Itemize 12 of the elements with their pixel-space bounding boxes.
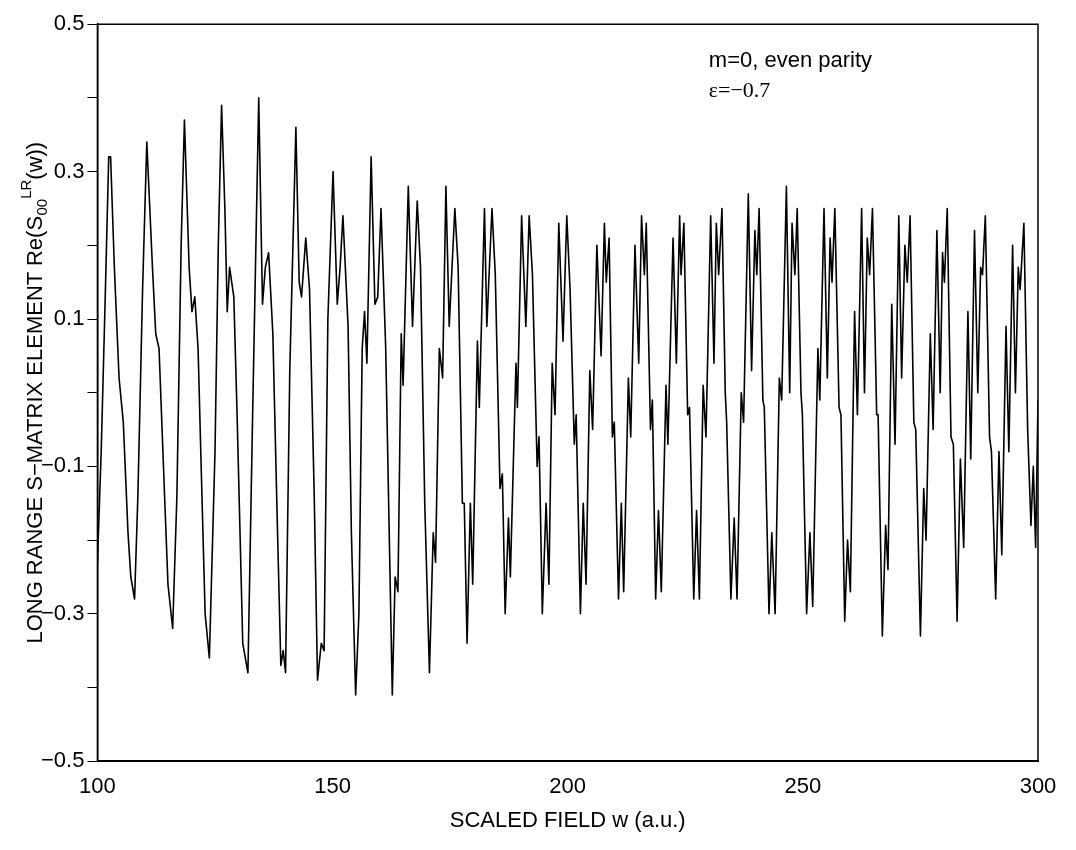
y-tick-label: 0.3 — [53, 157, 85, 183]
y-tick-label: 0.1 — [53, 305, 85, 331]
x-tick-label: 250 — [784, 773, 822, 799]
y-tick-label: 0.5 — [53, 10, 85, 36]
x-tick-label: 100 — [79, 773, 116, 799]
annotation: m=0, even parity — [708, 47, 873, 73]
annotation: ε=−0.7 — [708, 76, 771, 102]
x-tick-label: 150 — [314, 773, 351, 799]
y-tick-label: −0.5 — [40, 747, 85, 773]
x-tick-label: 200 — [549, 773, 587, 799]
x-axis-title: SCALED FIELD w (a.u.) — [449, 806, 686, 832]
x-tick-label: 300 — [1019, 773, 1057, 799]
